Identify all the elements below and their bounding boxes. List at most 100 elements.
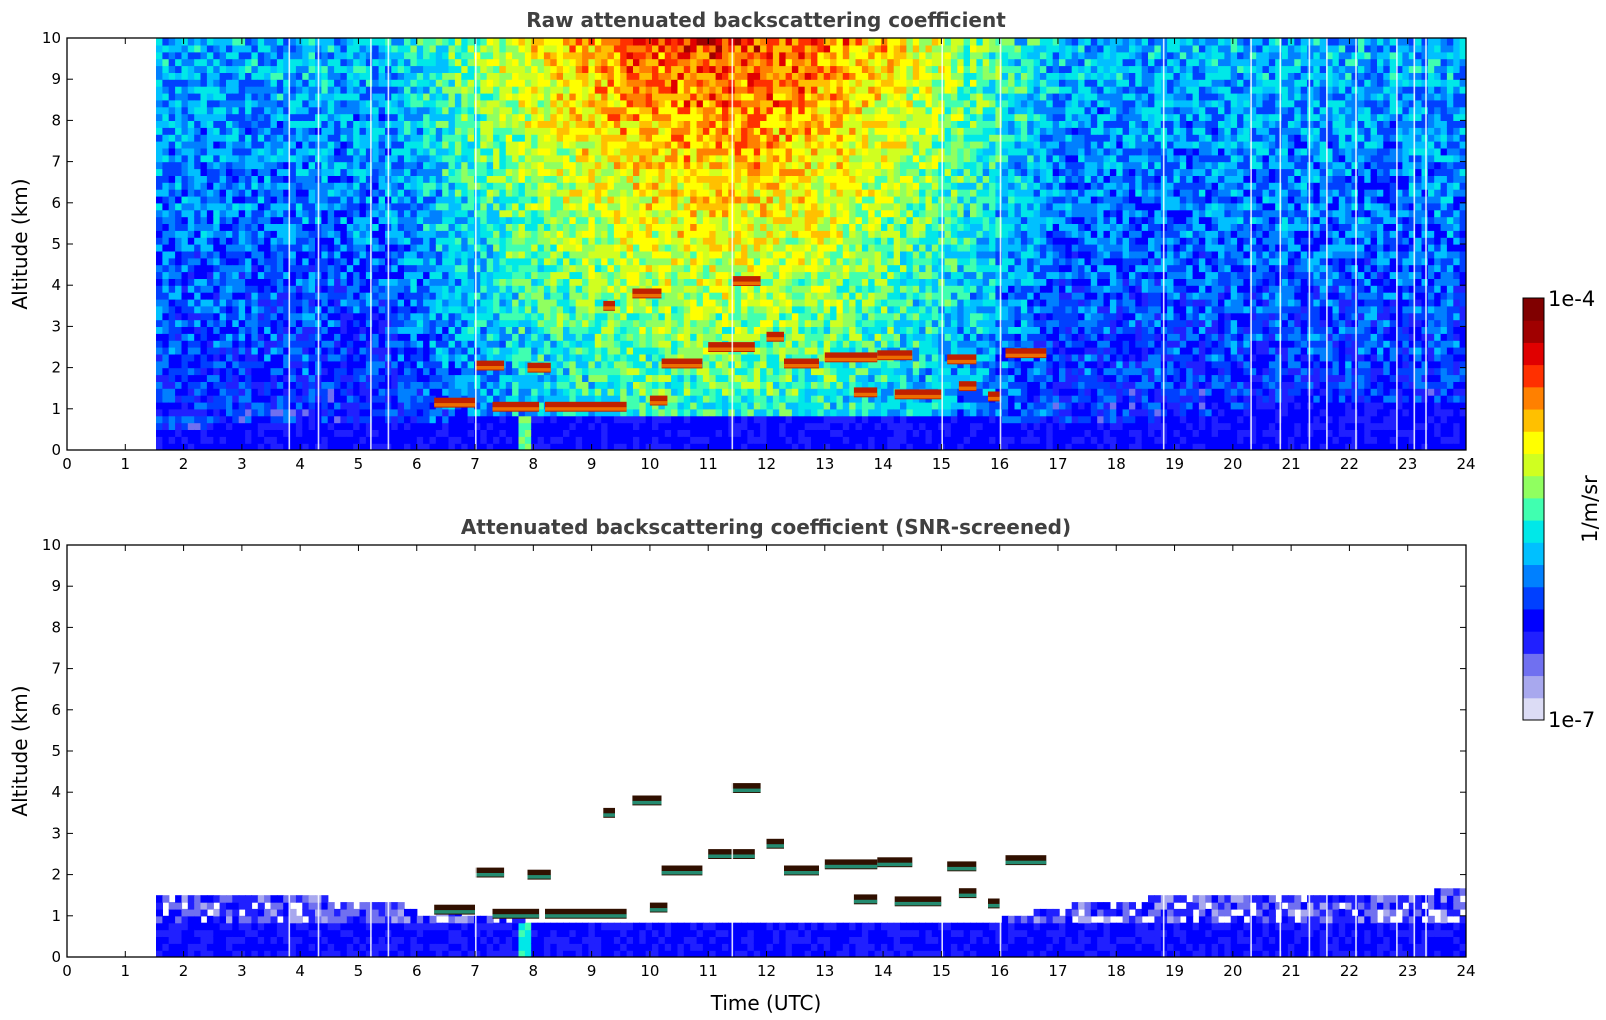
heatmap-cell [257, 230, 265, 238]
heatmap-cell [270, 168, 278, 176]
heatmap-cell [486, 72, 494, 80]
heatmap-cell [295, 237, 303, 245]
heatmap-cell [340, 292, 348, 300]
heatmap-cell [257, 305, 265, 314]
heatmap-cell [219, 367, 227, 376]
heatmap-cell [480, 347, 488, 355]
heatmap-cell [232, 250, 240, 259]
heatmap-cell [308, 113, 316, 121]
heatmap-cell [226, 65, 233, 73]
heatmap-cell [346, 381, 354, 389]
heatmap-cell [550, 92, 558, 101]
heatmap-cell [156, 244, 163, 252]
heatmap-cell [206, 401, 214, 410]
heatmap-cell [480, 429, 488, 437]
heatmap-cell [232, 141, 240, 149]
heatmap-cell [594, 147, 602, 156]
heatmap-cell [219, 168, 227, 176]
heatmap-cell [219, 182, 227, 190]
heatmap-cell [620, 415, 628, 424]
heatmap-cell [435, 195, 443, 204]
heatmap-cell [232, 347, 240, 355]
heatmap-cell [671, 319, 679, 327]
heatmap-cell [156, 99, 163, 108]
heatmap-cell [537, 58, 545, 67]
heatmap-cell [257, 408, 265, 417]
heatmap-cell [346, 209, 354, 218]
heatmap-cell [257, 113, 265, 121]
heatmap-cell [340, 141, 348, 149]
heatmap-cell [429, 298, 437, 307]
heatmap-cell [518, 202, 526, 211]
heatmap-cell [187, 161, 195, 170]
heatmap-cell [206, 250, 214, 259]
heatmap-cell [181, 305, 189, 314]
heatmap-cell [423, 92, 431, 101]
heatmap-cell [499, 429, 507, 437]
heatmap-cell [563, 367, 570, 376]
heatmap-cell [238, 86, 246, 94]
heatmap-cell [531, 141, 539, 149]
heatmap-cell [626, 271, 634, 279]
heatmap-cell [633, 312, 640, 321]
heatmap-cell [563, 415, 570, 424]
heatmap-cell [372, 113, 380, 121]
heatmap-cell [270, 298, 278, 307]
heatmap-cell [226, 367, 233, 376]
heatmap-cell [620, 99, 628, 108]
heatmap-cell [346, 244, 354, 252]
heatmap-cell [327, 298, 335, 307]
heatmap-cell [353, 147, 361, 156]
heatmap-cell [416, 113, 424, 121]
heatmap-cell [601, 374, 609, 382]
heatmap-cell [569, 429, 577, 437]
heatmap-cell [435, 189, 443, 197]
heatmap-cell [543, 285, 551, 293]
heatmap-cell [537, 271, 545, 279]
heatmap-cell [232, 209, 240, 218]
heatmap-cell [410, 408, 418, 417]
heatmap-cell [512, 161, 520, 170]
heatmap-cell [200, 189, 208, 197]
heatmap-cell [416, 182, 424, 190]
heatmap-cell [283, 264, 291, 273]
heatmap-cell [238, 305, 246, 314]
heatmap-cell [359, 244, 367, 252]
heatmap-cell [543, 44, 551, 53]
heatmap-cell [391, 86, 399, 94]
heatmap-cell [206, 106, 214, 115]
heatmap-cell [652, 79, 659, 87]
heatmap-cell [582, 298, 590, 307]
heatmap-cell [264, 189, 272, 197]
heatmap-cell [633, 298, 640, 307]
heatmap-cell [461, 65, 469, 73]
heatmap-cell [435, 333, 443, 341]
heatmap-cell [226, 292, 233, 300]
heatmap-cell [582, 168, 590, 176]
heatmap-cell [569, 127, 577, 135]
heatmap-cell [327, 271, 335, 279]
heatmap-cell [582, 408, 590, 417]
heatmap-cell [607, 141, 615, 149]
heatmap-cell [486, 202, 494, 211]
heatmap-cell [365, 237, 373, 245]
heatmap-cell [219, 443, 227, 450]
heatmap-cell [168, 216, 176, 224]
heatmap-cell [226, 312, 233, 321]
heatmap-cell [493, 51, 501, 60]
heatmap-cell [156, 408, 163, 417]
heatmap-cell [346, 401, 354, 410]
heatmap-cell [524, 127, 532, 135]
heatmap-cell [162, 79, 170, 87]
heatmap-cell [404, 175, 411, 183]
heatmap-cell [448, 436, 456, 444]
heatmap-cell [219, 395, 227, 403]
heatmap-cell [435, 113, 443, 121]
heatmap-cell [550, 195, 558, 204]
heatmap-cell [505, 340, 513, 348]
heatmap-cell [658, 72, 666, 80]
heatmap-cell [283, 285, 291, 293]
heatmap-cell [226, 168, 233, 176]
heatmap-cell [601, 86, 609, 94]
heatmap-cell [372, 154, 380, 163]
